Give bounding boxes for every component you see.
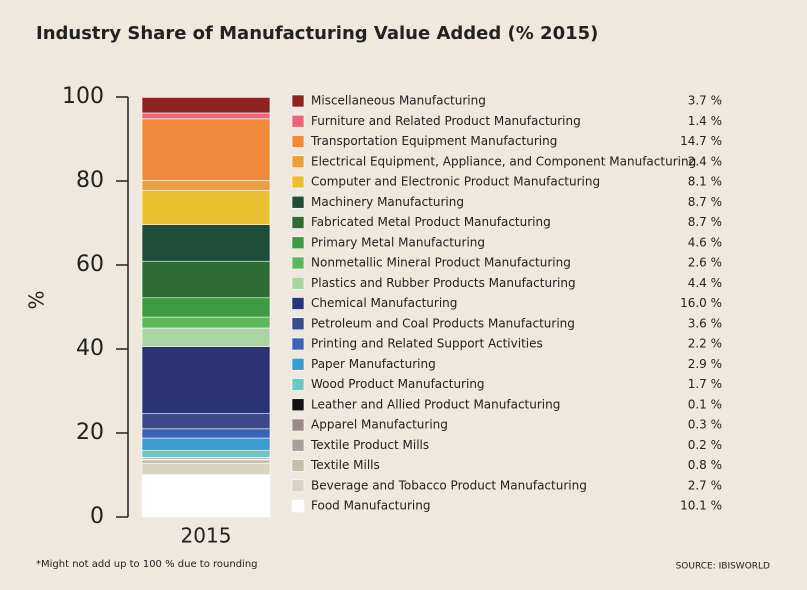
value-label: 8.1 % [688,175,722,189]
value-label: 4.4 % [688,276,722,290]
bar-segment [141,459,271,464]
legend-label: Wood Product Manufacturing [311,377,485,391]
value-label: 2.9 % [688,357,722,371]
legend-label: Machinery Manufacturing [311,195,464,209]
bar-segment [141,449,271,458]
legend-label: Fabricated Metal Product Manufacturing [311,215,551,229]
value-label: 4.6 % [688,235,722,249]
legend-label: Textile Mills [310,458,380,472]
y-tick-label: 80 [76,168,104,193]
y-tick-label: 0 [90,504,104,529]
chart-title: Industry Share of Manufacturing Value Ad… [36,23,598,44]
bar-segment [141,428,271,439]
legend-swatch [291,114,305,128]
legend-swatch [291,94,305,108]
value-label: 10.1 % [680,499,722,513]
legend-label: Beverage and Tobacco Product Manufacturi… [311,478,587,492]
legend-swatch [291,216,305,229]
bar-segment [141,97,271,114]
legend-label: Transportation Equipment Manufacturing [310,134,557,148]
legend-swatch [291,256,305,270]
legend-swatch [291,357,305,371]
bar-segment [141,474,271,518]
legend-swatch [291,378,305,391]
legend-swatch [291,317,305,331]
bar-segment [141,224,271,262]
x-tick-label: 2015 [181,524,232,548]
legend-label: Leather and Allied Product Manufacturing [311,397,560,411]
bar-segment [141,190,271,225]
value-label: 1.7 % [688,377,722,391]
legend-swatch [291,135,305,148]
value-label: 1.4 % [688,114,722,128]
y-tick-label: 60 [76,252,104,277]
legend-swatch [291,398,305,412]
value-label: 0.1 % [688,397,722,411]
legend-label: Furniture and Related Product Manufactur… [311,114,581,128]
legend-swatch [291,459,305,472]
legend-label: Chemical Manufacturing [311,296,457,310]
legend-swatch [291,499,305,513]
value-label: 3.7 % [688,94,722,108]
legend-swatch [291,236,305,250]
legend-label: Printing and Related Support Activities [311,337,543,351]
legend-label: Plastics and Rubber Products Manufacturi… [311,276,576,290]
y-axis-label: % [25,290,49,309]
legend-swatch [291,418,305,432]
bar-segment [141,437,271,451]
bar-segment [141,316,271,329]
value-label: 14.7 % [680,134,722,148]
value-label: 2.2 % [688,337,722,351]
value-label: 2.4 % [688,154,722,168]
legend-label: Nonmetallic Mineral Product Manufacturin… [311,256,571,270]
bar-segment [141,118,271,181]
source: SOURCE: IBISWORLD [676,562,770,572]
legend-swatch [291,276,305,290]
bar-segment [141,462,271,475]
legend-swatch [291,155,305,169]
legend-swatch [291,337,305,351]
y-tick-label: 40 [76,336,104,361]
legend-label: Textile Product Mills [310,438,429,452]
value-label: 8.7 % [688,195,722,209]
legend-label: Apparel Manufacturing [311,418,448,432]
value-label: 3.6 % [688,316,722,330]
bar-segment [141,260,271,299]
y-tick-label: 100 [62,84,104,109]
legend-label: Miscellaneous Manufacturing [311,94,486,108]
value-label: 0.2 % [688,438,722,452]
value-label: 2.6 % [688,256,722,270]
legend-label: Petroleum and Coal Products Manufacturin… [311,316,575,330]
footnote: *Might not add up to 100 % due to roundi… [36,559,258,570]
bar-segment [141,346,271,414]
legend-swatch [291,175,305,189]
value-label: 0.8 % [688,458,722,472]
bar-segment [141,180,271,191]
value-label: 16.0 % [680,296,722,310]
legend-swatch [291,438,305,452]
bar-segment [141,112,271,120]
legend-label: Primary Metal Manufacturing [311,235,485,249]
legend-label: Electrical Equipment, Appliance, and Com… [311,154,696,168]
value-label: 2.7 % [688,478,722,492]
bar-segment [141,327,271,347]
legend-swatch [291,195,305,209]
legend-label: Computer and Electronic Product Manufact… [311,175,600,189]
bar-segment [141,413,271,430]
value-label: 0.3 % [688,418,722,432]
legend-label: Food Manufacturing [311,499,430,513]
value-label: 8.7 % [688,215,722,229]
legend-swatch [291,479,305,493]
bar-segment [141,297,271,318]
legend-swatch [291,297,305,310]
legend-label: Paper Manufacturing [311,357,436,371]
y-tick-label: 20 [76,420,104,445]
